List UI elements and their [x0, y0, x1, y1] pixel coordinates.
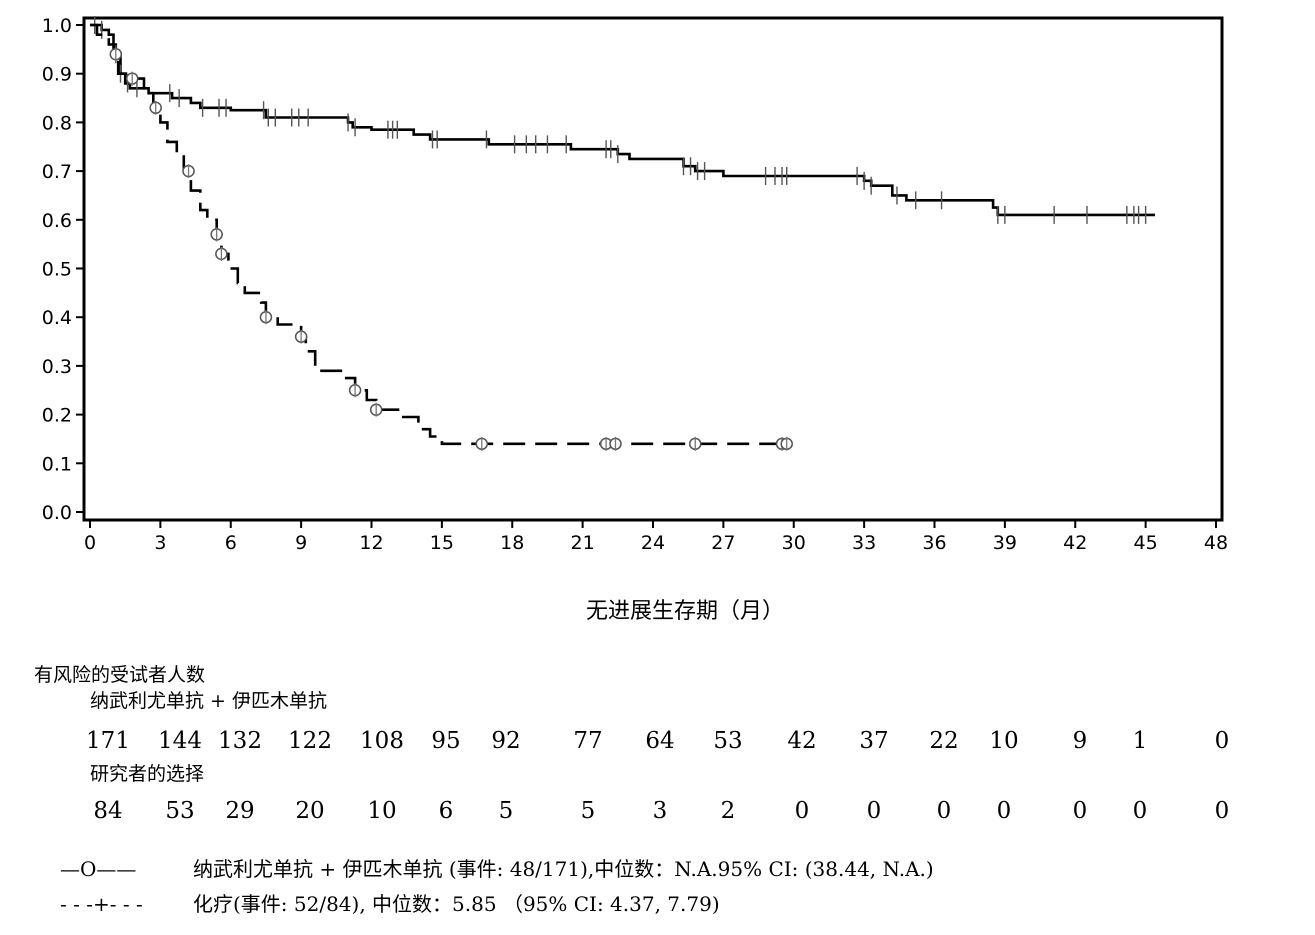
- risk-count: 122: [288, 728, 332, 754]
- risk-count: 2: [721, 798, 736, 824]
- risk-count: 0: [795, 798, 810, 824]
- y-tick-label: 0.6: [42, 210, 72, 232]
- legend-symbol: - - -+- - -: [60, 892, 143, 916]
- risk-count: 0: [1133, 798, 1148, 824]
- risk-count: 0: [1215, 728, 1230, 754]
- legend: —O—— 纳武利尤单抗 + 伊匹木单抗 (事件: 48/171),中位数：N.A.…: [60, 857, 934, 916]
- risk-count: 53: [713, 728, 742, 754]
- survival-curves: [90, 16, 1155, 451]
- risk-count: 144: [158, 728, 202, 754]
- risk-group-label: 纳武利尤单抗 + 伊匹木单抗: [90, 690, 327, 712]
- x-tick-label: 36: [922, 532, 946, 554]
- x-tick-label: 48: [1204, 532, 1228, 554]
- risk-count: 0: [937, 798, 952, 824]
- risk-count: 37: [859, 728, 888, 754]
- y-tick-label: 0.1: [42, 453, 72, 475]
- risk-count: 0: [997, 798, 1012, 824]
- y-axis: 0.0 0.1 0.2 0.3 0.4 0.5 0.6 0.7 0.8 0.9 1.0: [42, 15, 84, 524]
- x-axis-label: 无进展生存期（月）: [586, 599, 784, 624]
- risk-count: 20: [295, 798, 324, 824]
- y-tick-label: 0.4: [42, 307, 72, 329]
- y-tick-label: 0.0: [42, 502, 72, 524]
- x-tick-label: 21: [571, 532, 595, 554]
- x-tick-label: 45: [1134, 532, 1158, 554]
- legend-entry: 纳武利尤单抗 + 伊匹木单抗 (事件: 48/171),中位数：N.A.95% …: [193, 857, 934, 881]
- risk-group-label: 研究者的选择: [90, 763, 204, 785]
- risk-count: 5: [581, 798, 596, 824]
- risk-count: 64: [645, 728, 674, 754]
- risk-count: 5: [499, 798, 514, 824]
- x-tick-label: 33: [852, 532, 876, 554]
- risk-count: 9: [1073, 728, 1088, 754]
- x-tick-label: 0: [84, 532, 96, 554]
- y-tick-label: 1.0: [42, 15, 72, 37]
- x-tick-label: 39: [993, 532, 1017, 554]
- legend-symbol: —O——: [60, 857, 136, 881]
- y-tick-label: 0.8: [42, 112, 72, 134]
- risk-count: 92: [491, 728, 520, 754]
- x-tick-label: 12: [359, 532, 383, 554]
- risk-count: 10: [367, 798, 396, 824]
- risk-count: 1: [1133, 728, 1148, 754]
- x-tick-label: 15: [430, 532, 454, 554]
- x-tick-label: 24: [641, 532, 665, 554]
- risk-count: 108: [360, 728, 404, 754]
- x-tick-label: 30: [782, 532, 806, 554]
- y-tick-label: 0.5: [42, 259, 72, 281]
- risk-count: 0: [867, 798, 882, 824]
- risk-count: 0: [1215, 798, 1230, 824]
- y-tick-label: 0.9: [42, 64, 72, 86]
- risk-count: 0: [1073, 798, 1088, 824]
- risk-count: 95: [431, 728, 460, 754]
- risk-count: 53: [165, 798, 194, 824]
- x-tick-label: 18: [500, 532, 524, 554]
- x-tick-label: 27: [711, 532, 735, 554]
- risk-count: 77: [573, 728, 602, 754]
- risk-table-header: 有风险的受试者人数: [34, 664, 205, 686]
- x-tick-label: 42: [1063, 532, 1087, 554]
- risk-count: 3: [653, 798, 668, 824]
- x-tick-label: 9: [295, 532, 307, 554]
- risk-count: 42: [787, 728, 816, 754]
- risk-count: 10: [989, 728, 1018, 754]
- legend-entry: 化疗(事件: 52/84), 中位数：5.85 （95% CI: 4.37, 7…: [193, 892, 720, 916]
- risk-count: 6: [439, 798, 454, 824]
- risk-count: 84: [93, 798, 122, 824]
- x-tick-label: 3: [154, 532, 166, 554]
- x-axis: 0 3 6 9 12 15 18 21 24 27 30 33 36 39 42 45 48: [84, 520, 1228, 554]
- risk-count: 171: [86, 728, 130, 754]
- risk-count: 29: [225, 798, 254, 824]
- chemo-curve: [90, 23, 790, 446]
- y-tick-label: 0.7: [42, 161, 72, 183]
- risk-count: 132: [218, 728, 262, 754]
- y-tick-label: 0.3: [42, 356, 72, 378]
- risk-count: 22: [929, 728, 958, 754]
- nivo-ipi-curve: [90, 23, 1155, 217]
- x-tick-label: 6: [225, 532, 237, 554]
- y-tick-label: 0.2: [42, 405, 72, 427]
